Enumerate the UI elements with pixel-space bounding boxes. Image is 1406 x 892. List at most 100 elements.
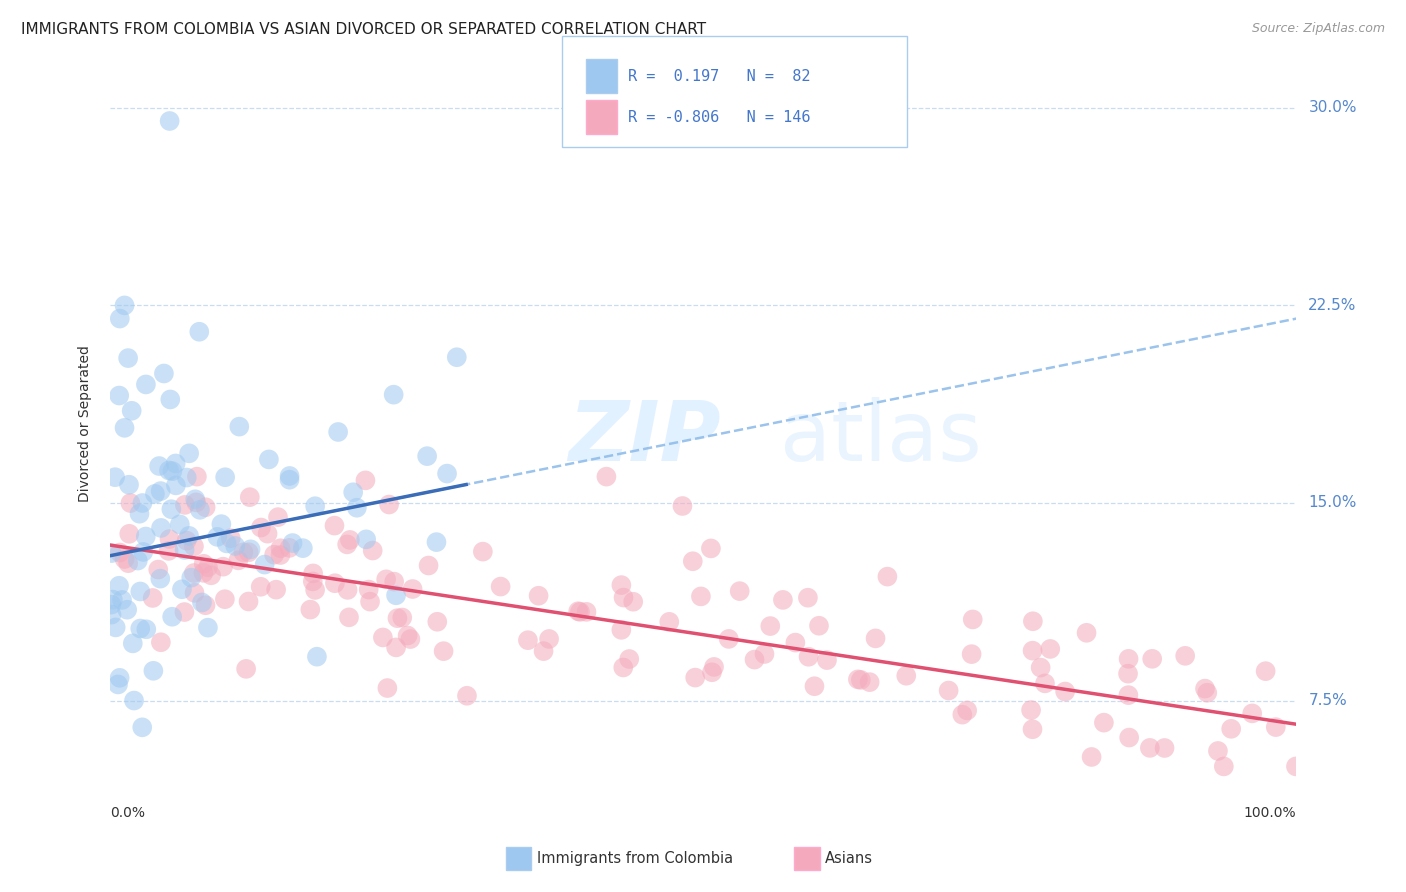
- Point: [612, 591, 634, 605]
- Point: [191, 595, 214, 609]
- Text: Immigrants from Colombia: Immigrants from Colombia: [537, 851, 733, 865]
- Point: [1194, 681, 1216, 696]
- Point: [357, 582, 380, 597]
- Point: [938, 683, 960, 698]
- Point: [108, 311, 131, 326]
- Point: [1118, 731, 1140, 745]
- Point: [228, 419, 250, 434]
- Point: [101, 592, 124, 607]
- Y-axis label: Divorced or Separated: Divorced or Separated: [79, 345, 93, 502]
- Point: [391, 610, 413, 624]
- Point: [160, 609, 183, 624]
- Point: [354, 474, 377, 488]
- Point: [108, 579, 131, 593]
- Point: [1285, 759, 1308, 773]
- Point: [118, 526, 141, 541]
- Point: [399, 632, 422, 646]
- Point: [100, 607, 122, 622]
- Point: [301, 574, 323, 589]
- Point: [108, 671, 131, 685]
- Point: [1212, 759, 1234, 773]
- Point: [396, 628, 419, 642]
- Point: [107, 677, 129, 691]
- Text: ZIP: ZIP: [568, 397, 720, 477]
- Point: [238, 545, 260, 559]
- Point: [165, 457, 187, 471]
- Point: [1220, 722, 1243, 736]
- Text: Asians: Asians: [825, 851, 873, 865]
- Point: [128, 507, 150, 521]
- Point: [149, 635, 172, 649]
- Point: [1197, 686, 1219, 700]
- Point: [1116, 666, 1139, 681]
- Point: [1174, 648, 1197, 663]
- Point: [849, 673, 872, 687]
- Point: [153, 367, 176, 381]
- Text: R =  0.197   N =  82: R = 0.197 N = 82: [628, 69, 811, 84]
- Text: IMMIGRANTS FROM COLOMBIA VS ASIAN DIVORCED OR SEPARATED CORRELATION CHART: IMMIGRANTS FROM COLOMBIA VS ASIAN DIVORC…: [21, 22, 706, 37]
- Point: [169, 517, 191, 532]
- Point: [183, 566, 205, 580]
- Point: [436, 467, 458, 481]
- Point: [127, 553, 149, 567]
- Point: [173, 605, 195, 619]
- Point: [291, 541, 314, 556]
- Point: [385, 588, 408, 602]
- Point: [744, 652, 766, 666]
- Point: [354, 533, 377, 547]
- Point: [425, 535, 447, 549]
- Point: [219, 531, 242, 545]
- Point: [432, 644, 454, 658]
- Point: [278, 541, 301, 555]
- Point: [173, 542, 195, 557]
- Point: [1118, 688, 1140, 702]
- Point: [426, 615, 449, 629]
- Point: [375, 572, 398, 586]
- Point: [209, 517, 232, 532]
- Point: [956, 703, 979, 717]
- Point: [371, 631, 394, 645]
- Point: [129, 584, 152, 599]
- Point: [960, 647, 983, 661]
- Point: [416, 449, 439, 463]
- Point: [1033, 676, 1056, 690]
- Point: [269, 548, 291, 562]
- Point: [336, 537, 359, 551]
- Point: [117, 556, 139, 570]
- Point: [815, 653, 838, 667]
- Point: [1019, 703, 1042, 717]
- Point: [865, 632, 887, 646]
- Point: [214, 592, 236, 607]
- Point: [149, 484, 172, 499]
- Point: [1118, 652, 1140, 666]
- Text: atlas: atlas: [780, 397, 983, 477]
- Point: [264, 582, 287, 597]
- Point: [165, 478, 187, 492]
- Point: [108, 545, 131, 559]
- Point: [690, 590, 713, 604]
- Point: [239, 542, 262, 557]
- Point: [700, 541, 723, 556]
- Point: [114, 552, 136, 566]
- Point: [194, 500, 217, 515]
- Point: [180, 571, 202, 585]
- Point: [143, 487, 166, 501]
- Point: [131, 496, 153, 510]
- Text: Source: ZipAtlas.com: Source: ZipAtlas.com: [1251, 22, 1385, 36]
- Point: [785, 635, 807, 649]
- Point: [149, 572, 172, 586]
- Point: [200, 568, 222, 582]
- Point: [359, 594, 381, 608]
- Point: [1153, 741, 1175, 756]
- Point: [1254, 664, 1277, 678]
- Point: [1080, 750, 1102, 764]
- Point: [610, 578, 633, 592]
- Point: [111, 593, 134, 607]
- Point: [193, 557, 215, 571]
- Point: [1029, 660, 1052, 674]
- Point: [188, 325, 211, 339]
- Point: [703, 660, 725, 674]
- Point: [135, 529, 157, 543]
- Point: [159, 532, 181, 546]
- Point: [803, 679, 825, 693]
